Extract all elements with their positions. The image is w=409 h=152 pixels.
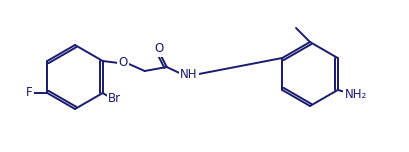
Text: O: O	[118, 57, 127, 69]
Text: F: F	[26, 86, 33, 100]
Text: Br: Br	[108, 92, 121, 105]
Text: O: O	[154, 43, 163, 55]
Text: NH₂: NH₂	[344, 88, 366, 100]
Text: NH: NH	[180, 69, 197, 81]
